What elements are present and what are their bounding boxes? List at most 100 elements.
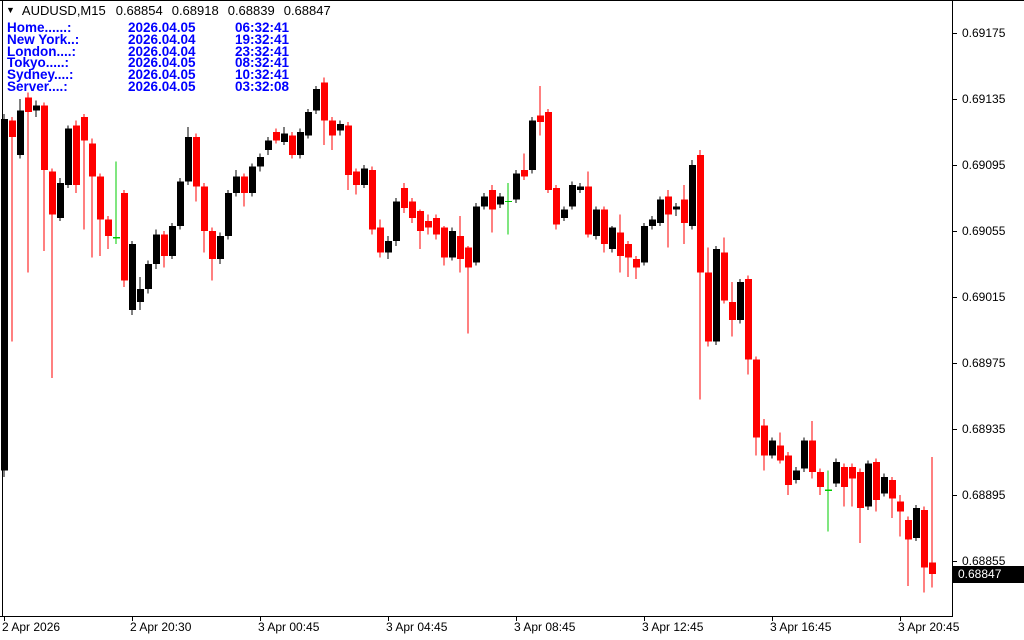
candle — [569, 181, 576, 210]
price-axis-label: 0.68895 — [962, 488, 1006, 502]
candle — [673, 202, 680, 217]
clock-time: 06:32:41 — [235, 20, 290, 35]
candle — [121, 189, 128, 288]
candle — [777, 432, 784, 464]
candle — [241, 173, 248, 207]
price-axis-label: 0.69015 — [962, 290, 1006, 304]
price-axis-label: 0.68935 — [962, 422, 1006, 436]
candle — [441, 226, 448, 266]
candle — [873, 458, 880, 512]
candle — [361, 165, 368, 189]
candle — [849, 463, 856, 507]
clock-label: Server....: — [7, 78, 68, 94]
ohlc-open-value: 0.68854 — [115, 2, 163, 18]
candle — [681, 184, 688, 245]
clock-time: 10:32:41 — [235, 67, 290, 83]
symbol-marker-icon: ▼ — [6, 5, 15, 15]
clock-date: 2026.04.05 — [128, 67, 196, 83]
current-price-box: 0.68847 — [953, 566, 1024, 583]
candle — [865, 460, 872, 510]
clock-row: Server....: 2026.04.05 03:32:08 — [7, 78, 337, 94]
candle — [833, 458, 840, 487]
candle — [497, 193, 504, 208]
candle — [697, 150, 704, 400]
clock-time: 19:32:41 — [235, 31, 290, 47]
candle — [609, 226, 616, 253]
time-axis-label: 2 Apr 20:30 — [130, 620, 192, 634]
candle — [249, 163, 256, 197]
clock-time: 08:32:41 — [235, 55, 290, 71]
clock-date: 2026.04.04 — [128, 31, 196, 47]
candle — [9, 117, 16, 342]
candle — [801, 437, 808, 472]
candle — [305, 108, 312, 139]
candle — [81, 113, 88, 230]
time-axis-label: 3 Apr 12:45 — [642, 620, 704, 634]
clock-row: Home......: 2026.04.05 06:32:41 — [7, 20, 337, 35]
candle — [217, 232, 224, 264]
candle — [209, 227, 216, 281]
candle — [89, 138, 96, 258]
symbol-timeframe-label: AUDUSD,M15 — [21, 2, 106, 18]
candle — [417, 209, 424, 250]
clock-row: Tokyo.....: 2026.04.05 08:32:41 — [7, 55, 337, 71]
candle — [41, 102, 48, 251]
time-axis[interactable]: 2 Apr 2026 2 Apr 20:30 3 Apr 00:45 3 Apr 04… — [0, 617, 1024, 640]
clock-label: Sydney....: — [7, 67, 74, 83]
candle — [377, 219, 384, 258]
candle — [897, 495, 904, 537]
candle — [321, 77, 328, 146]
candle — [713, 245, 720, 345]
candle — [25, 92, 32, 273]
candle — [17, 99, 24, 159]
candle — [201, 183, 208, 253]
candle — [337, 120, 344, 136]
candle — [353, 168, 360, 195]
candle — [641, 222, 648, 266]
candle — [553, 184, 560, 230]
candle — [289, 132, 296, 159]
candle — [481, 193, 488, 210]
candle — [521, 153, 528, 180]
candle — [585, 171, 592, 238]
time-axis-label: 3 Apr 20:45 — [898, 620, 960, 634]
candle — [889, 476, 896, 519]
candle — [273, 128, 280, 144]
candle — [529, 117, 536, 174]
candle — [369, 166, 376, 235]
candle — [729, 282, 736, 337]
candle — [817, 468, 824, 495]
clock-row: Sydney....: 2026.04.05 10:32:41 — [7, 67, 337, 83]
candle — [785, 452, 792, 495]
clock-label: Home......: — [7, 20, 72, 35]
candle — [401, 183, 408, 213]
candle — [185, 127, 192, 185]
candle — [49, 168, 56, 378]
clock-label: Tokyo.....: — [7, 55, 70, 71]
candle — [505, 183, 512, 235]
candle — [73, 120, 80, 194]
candle — [329, 117, 336, 151]
ohlc-close-value: 0.68847 — [283, 2, 331, 18]
candle — [105, 216, 112, 250]
candle — [33, 100, 40, 118]
candle — [761, 419, 768, 471]
clock-row: New York..: 2026.04.04 19:32:41 — [7, 31, 337, 47]
candles — [1, 77, 936, 593]
price-axis-label: 0.68975 — [962, 356, 1006, 370]
candle — [177, 178, 184, 230]
candle — [649, 216, 656, 230]
price-axis[interactable]: 0.68847 0.69175 0.69135 0.69095 0.69055 0.69… — [953, 0, 1024, 616]
candle — [753, 356, 760, 456]
candle — [929, 457, 936, 588]
candle — [345, 122, 352, 190]
candle — [257, 153, 264, 172]
clock-row: London....: 2026.04.04 23:32:41 — [7, 43, 337, 59]
clock-label: New York..: — [7, 31, 80, 47]
clock-label: London....: — [7, 43, 76, 59]
candle — [313, 85, 320, 114]
axis-ticks — [4, 33, 957, 621]
candle — [193, 133, 200, 202]
